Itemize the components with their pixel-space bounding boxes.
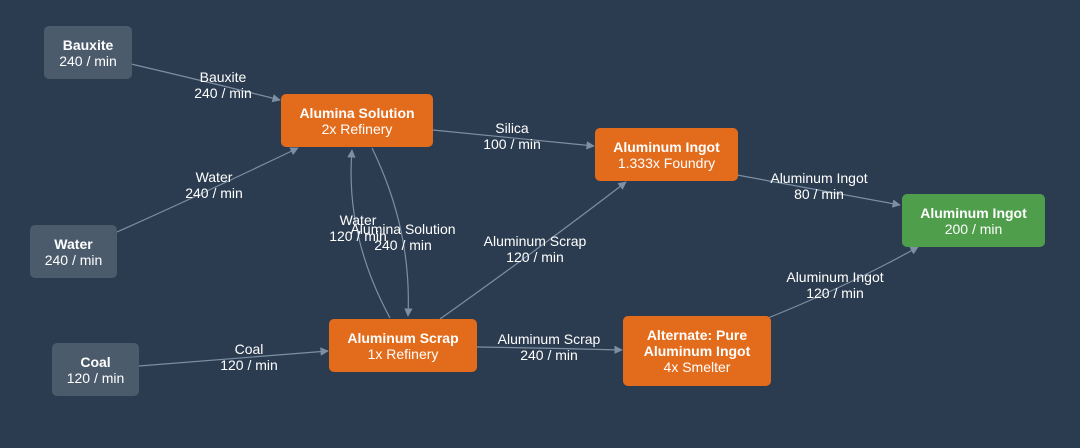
edge-label-rate: 120 / min — [220, 357, 278, 373]
edge-label-item: Bauxite — [200, 69, 247, 85]
edge-pure-to-output — [767, 246, 919, 319]
edge-label-rate: 120 / min — [506, 249, 564, 265]
node-subtitle: 2x Refinery — [321, 120, 393, 137]
edge-label-item: Coal — [235, 341, 264, 357]
node-coal-source[interactable]: Coal 120 / min — [52, 343, 139, 396]
edge-label-rate: 120 / min — [806, 285, 864, 301]
edge-water-to-alumina — [116, 147, 299, 233]
edge-label-rate: 240 / min — [520, 347, 578, 363]
edge-bauxite-to-alumina — [130, 63, 281, 103]
node-subtitle: 200 / min — [944, 220, 1003, 237]
edge-label-rate: 240 / min — [194, 85, 252, 101]
edge-label-item: Water — [340, 212, 377, 228]
node-title: Water — [54, 235, 93, 252]
edge-label-item: Silica — [495, 120, 529, 136]
edge-scrap-to-ingot — [439, 181, 627, 320]
edge-label-item: Water — [196, 169, 233, 185]
node-subtitle: 120 / min — [66, 369, 125, 386]
node-aluminum-ingot-output[interactable]: Aluminum Ingot 200 / min — [902, 194, 1045, 247]
node-title: Alumina Solution — [299, 104, 415, 121]
node-title-line2: Aluminum Ingot — [643, 343, 751, 359]
edge-label-item: Aluminum Scrap — [484, 233, 587, 249]
edge-alumina-to-scrap — [371, 147, 413, 317]
node-subtitle: 1x Refinery — [367, 345, 439, 362]
edge-ingot-to-output — [736, 174, 901, 208]
node-pure-aluminum-ingot[interactable]: Alternate: Pure Aluminum Ingot 4x Smelte… — [623, 316, 771, 386]
node-title: Coal — [80, 353, 111, 370]
edge-label-rate: 80 / min — [794, 186, 844, 202]
edge-coal-to-scrap — [138, 347, 329, 367]
edge-scrap-to-alumina — [347, 149, 391, 319]
node-bauxite-source[interactable]: Bauxite 240 / min — [44, 26, 132, 79]
node-title-line1: Alternate: Pure — [646, 327, 748, 343]
node-title: Aluminum Scrap — [347, 329, 459, 346]
node-subtitle: 1.333x Foundry — [617, 154, 716, 171]
edge-label-item: Alumina Solution — [350, 221, 455, 237]
edge-label-rate: 240 / min — [374, 237, 432, 253]
node-title: Bauxite — [62, 36, 114, 53]
node-subtitle: 4x Smelter — [663, 359, 731, 375]
edge-alumina-to-ingot — [432, 129, 595, 150]
edge-label-item: Aluminum Scrap — [498, 331, 601, 347]
edge-label-rate: 240 / min — [185, 185, 243, 201]
edge-label-item: Aluminum Ingot — [786, 269, 883, 285]
edge-scrap-to-pure — [476, 345, 623, 354]
node-water-source[interactable]: Water 240 / min — [30, 225, 117, 278]
node-subtitle: 240 / min — [44, 251, 103, 268]
node-alumina-solution[interactable]: Alumina Solution 2x Refinery — [281, 94, 433, 147]
node-aluminum-ingot-foundry[interactable]: Aluminum Ingot 1.333x Foundry — [595, 128, 738, 181]
node-aluminum-scrap[interactable]: Aluminum Scrap 1x Refinery — [329, 319, 477, 372]
node-title: Aluminum Ingot — [613, 138, 720, 155]
node-title: Aluminum Ingot — [920, 204, 1027, 221]
edge-label-rate: 120 / min — [329, 228, 387, 244]
edge-label-item: Aluminum Ingot — [770, 170, 867, 186]
node-subtitle: 240 / min — [59, 52, 117, 69]
edge-label-rate: 100 / min — [483, 136, 541, 152]
